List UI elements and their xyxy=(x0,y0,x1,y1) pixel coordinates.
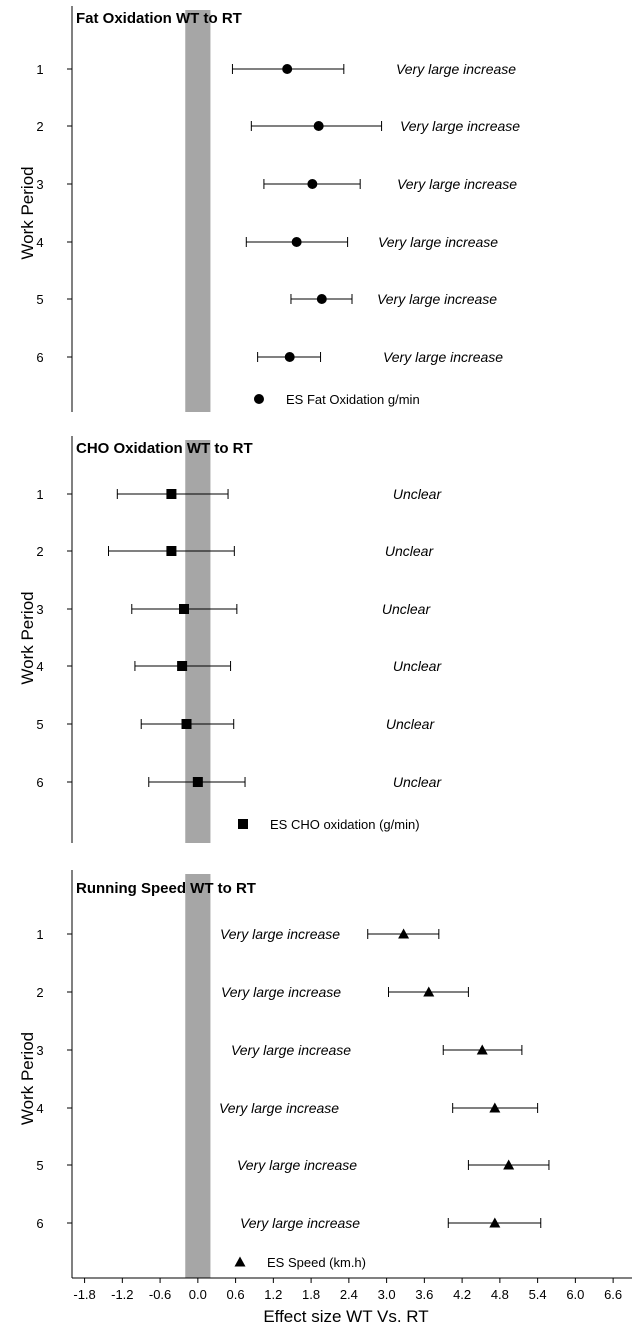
trivial-effect-band xyxy=(185,874,210,1278)
x-tick-label: -1.2 xyxy=(111,1287,133,1302)
x-tick-label: 6.0 xyxy=(566,1287,584,1302)
effect-annotation: Very large increase xyxy=(220,926,340,942)
legend-marker-triangle xyxy=(235,1257,246,1267)
data-point-circle xyxy=(317,294,327,304)
legend-marker-square xyxy=(238,819,248,829)
x-tick-label: 1.2 xyxy=(264,1287,282,1302)
effect-annotation: Very large increase xyxy=(219,1100,339,1116)
y-tick-label: 6 xyxy=(36,350,43,365)
data-point-square xyxy=(193,777,203,787)
data-point-circle xyxy=(314,121,324,131)
y-tick-label: 5 xyxy=(36,292,43,307)
y-tick-label: 1 xyxy=(36,487,43,502)
x-tick-label: -0.6 xyxy=(149,1287,171,1302)
y-tick-label: 1 xyxy=(36,927,43,942)
y-tick-label: 2 xyxy=(36,985,43,1000)
x-tick-label: 2.4 xyxy=(340,1287,358,1302)
data-point-square xyxy=(182,719,192,729)
effect-annotation: Unclear xyxy=(393,774,443,790)
data-point-circle xyxy=(285,352,295,362)
legend-marker-circle xyxy=(254,394,264,404)
x-tick-label: 3.6 xyxy=(415,1287,433,1302)
effect-annotation: Very large increase xyxy=(240,1215,360,1231)
legend-label: ES CHO oxidation (g/min) xyxy=(270,817,420,832)
data-point-circle xyxy=(282,64,292,74)
y-tick-label: 3 xyxy=(36,1043,43,1058)
effect-annotation: Very large increase xyxy=(231,1042,351,1058)
x-tick-label: -1.8 xyxy=(73,1287,95,1302)
effect-annotation: Very large increase xyxy=(221,984,341,1000)
y-tick-label: 2 xyxy=(36,119,43,134)
y-axis-title: Work Period xyxy=(18,591,37,684)
effect-annotation: Unclear xyxy=(393,486,443,502)
panel-title: CHO Oxidation WT to RT xyxy=(76,440,253,457)
x-tick-label: 3.0 xyxy=(378,1287,396,1302)
x-tick-label: 4.2 xyxy=(453,1287,471,1302)
effect-annotation: Unclear xyxy=(386,716,436,732)
x-tick-label: 0.6 xyxy=(227,1287,245,1302)
effect-annotation: Very large increase xyxy=(237,1157,357,1173)
effect-annotation: Very large increase xyxy=(383,349,503,365)
y-tick-label: 5 xyxy=(36,1158,43,1173)
y-tick-label: 4 xyxy=(36,235,43,250)
x-tick-label: 4.8 xyxy=(491,1287,509,1302)
y-tick-label: 1 xyxy=(36,62,43,77)
y-axis-title: Work Period xyxy=(18,166,37,259)
data-point-circle xyxy=(307,179,317,189)
effect-annotation: Very large increase xyxy=(400,118,520,134)
effect-annotation: Very large increase xyxy=(378,234,498,250)
x-tick-label: 5.4 xyxy=(529,1287,547,1302)
effect-annotation: Unclear xyxy=(393,658,443,674)
panel-title: Running Speed WT to RT xyxy=(76,880,256,897)
y-tick-label: 6 xyxy=(36,775,43,790)
y-tick-label: 4 xyxy=(36,659,43,674)
y-tick-label: 4 xyxy=(36,1101,43,1116)
effect-annotation: Unclear xyxy=(385,543,435,559)
data-point-square xyxy=(177,661,187,671)
y-tick-label: 2 xyxy=(36,544,43,559)
y-tick-label: 5 xyxy=(36,717,43,732)
x-tick-label: 0.0 xyxy=(189,1287,207,1302)
effect-annotation: Unclear xyxy=(382,601,432,617)
data-point-square xyxy=(166,489,176,499)
y-axis-title: Work Period xyxy=(18,1032,37,1125)
legend-label: ES Speed (km.h) xyxy=(267,1255,366,1270)
data-point-circle xyxy=(292,237,302,247)
y-tick-label: 3 xyxy=(36,602,43,617)
data-point-square xyxy=(179,604,189,614)
data-point-square xyxy=(166,546,176,556)
x-axis-title: Effect size WT Vs. RT xyxy=(263,1307,428,1326)
effect-annotation: Very large increase xyxy=(397,176,517,192)
effect-annotation: Very large increase xyxy=(396,61,516,77)
x-tick-label: 6.6 xyxy=(604,1287,622,1302)
y-tick-label: 6 xyxy=(36,1216,43,1231)
trivial-effect-band xyxy=(185,10,210,412)
x-tick-label: 1.8 xyxy=(302,1287,320,1302)
legend-label: ES Fat Oxidation g/min xyxy=(286,392,420,407)
panel-title: Fat Oxidation WT to RT xyxy=(76,10,242,27)
y-tick-label: 3 xyxy=(36,177,43,192)
effect-annotation: Very large increase xyxy=(377,291,497,307)
